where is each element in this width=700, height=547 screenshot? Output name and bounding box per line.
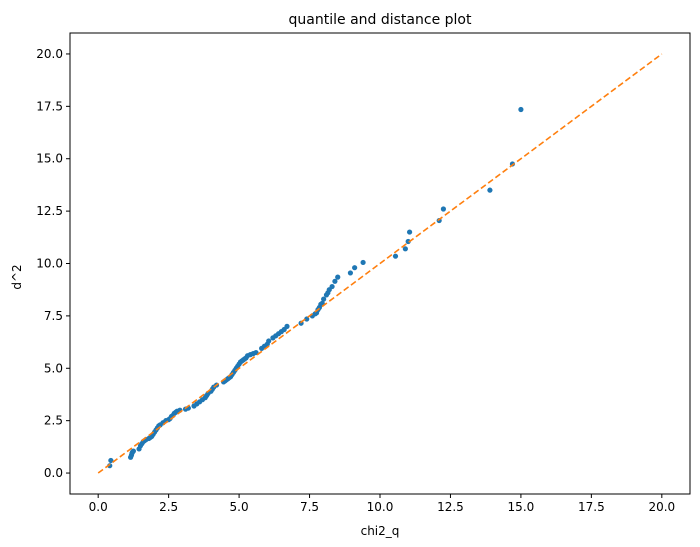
y-tick-label: 20.0: [36, 47, 63, 61]
data-point: [284, 323, 290, 329]
x-axis-label: chi2_q: [361, 524, 400, 538]
data-point: [266, 338, 272, 344]
y-tick-label: 17.5: [36, 99, 63, 113]
data-point: [130, 448, 137, 454]
data-point: [405, 238, 411, 245]
data-point: [392, 253, 399, 259]
y-tick-label: 12.5: [36, 204, 63, 218]
data-point: [108, 457, 114, 464]
x-tick-label: 10.0: [367, 500, 394, 514]
x-tick-label: 2.5: [159, 500, 178, 514]
data-point: [360, 259, 366, 266]
data-point: [347, 270, 354, 276]
data-point: [518, 106, 524, 113]
data-point: [332, 278, 338, 284]
plot-area: [97, 53, 663, 474]
data-point: [107, 463, 113, 469]
data-point: [487, 187, 493, 193]
x-axis: 0.0 2.5 5.0 7.5 10.0 12.5 15.0 17.5 20.0: [89, 494, 675, 514]
reference-line: [97, 53, 663, 474]
data-point: [402, 246, 408, 252]
y-tick-label: 10.0: [36, 257, 63, 271]
y-tick-label: 2.5: [44, 414, 63, 428]
chart-title: quantile and distance plot: [289, 12, 472, 28]
data-point: [329, 283, 335, 290]
y-tick-label: 7.5: [44, 309, 63, 323]
y-axis-label: d^2: [10, 264, 24, 289]
x-tick-label: 15.0: [508, 500, 535, 514]
data-point: [352, 265, 358, 271]
x-tick-label: 0.0: [89, 500, 108, 514]
x-tick-label: 17.5: [578, 500, 605, 514]
data-point: [440, 206, 447, 212]
x-tick-label: 20.0: [648, 500, 675, 514]
data-point: [335, 274, 341, 280]
y-tick-label: 0.0: [44, 466, 63, 480]
y-tick-label: 15.0: [36, 152, 63, 166]
y-axis: 0.0 2.5 5.0 7.5 10.0 12.5 15.0 17.5 20.0: [36, 47, 70, 480]
data-point: [406, 229, 413, 235]
y-tick-label: 5.0: [44, 361, 63, 375]
x-tick-label: 12.5: [437, 500, 464, 514]
x-tick-label: 5.0: [230, 500, 249, 514]
data-point: [321, 296, 327, 302]
x-tick-label: 7.5: [300, 500, 319, 514]
